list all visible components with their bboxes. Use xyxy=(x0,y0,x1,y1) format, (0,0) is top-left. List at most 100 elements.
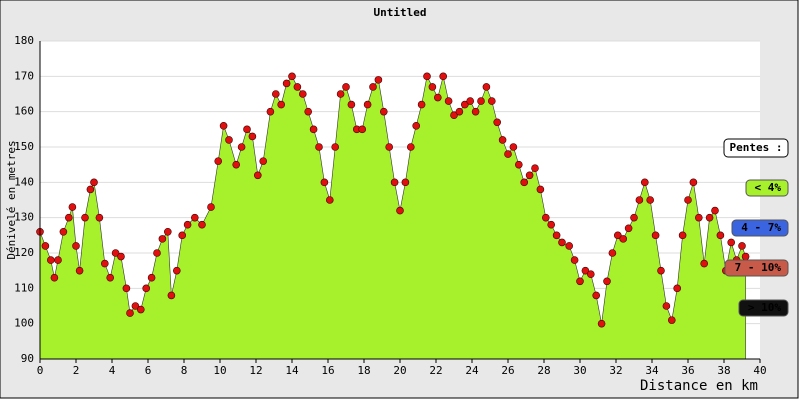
elevation-point xyxy=(363,100,372,109)
elevation-point xyxy=(531,164,539,172)
elevation-point xyxy=(657,266,665,275)
x-tick-label: 20 xyxy=(393,364,406,377)
elevation-point xyxy=(689,178,698,187)
y-tick-label: 90 xyxy=(21,352,34,365)
elevation-point xyxy=(81,213,89,222)
elevation-point xyxy=(423,72,431,81)
elevation-point xyxy=(347,100,356,109)
x-tick-label: 38 xyxy=(717,364,730,377)
x-tick-label: 18 xyxy=(357,364,370,377)
elevation-point xyxy=(191,213,199,222)
elevation-point xyxy=(293,83,302,91)
elevation-point xyxy=(219,122,228,130)
legend-title: Pentes : xyxy=(730,141,783,154)
y-tick-label: 180 xyxy=(14,34,34,47)
elevation-point xyxy=(597,319,606,328)
x-tick-label: 28 xyxy=(537,364,550,377)
elevation-point xyxy=(565,242,574,250)
elevation-point xyxy=(41,242,50,250)
y-tick-label: 130 xyxy=(14,211,34,224)
elevation-point xyxy=(667,316,676,324)
elevation-point xyxy=(137,305,145,314)
y-tick-label: 120 xyxy=(14,246,34,259)
x-tick-label: 24 xyxy=(465,364,479,377)
elevation-point xyxy=(237,143,246,151)
elevation-point xyxy=(158,235,167,243)
legend-title-box xyxy=(723,138,789,158)
elevation-point xyxy=(592,291,601,300)
elevation-point xyxy=(482,83,491,91)
elevation-point xyxy=(248,132,257,141)
y-tick-label: 110 xyxy=(14,281,34,294)
elevation-point xyxy=(460,100,469,109)
elevation-point xyxy=(646,196,655,204)
elevation-point xyxy=(547,220,556,229)
elevation-point xyxy=(455,107,464,116)
elevation-point xyxy=(315,143,323,151)
elevation-point xyxy=(101,259,109,268)
elevation-point xyxy=(243,125,251,134)
elevation-point xyxy=(570,256,579,264)
elevation-point xyxy=(514,160,523,169)
elevation-point xyxy=(54,256,62,264)
elevation-point xyxy=(581,266,590,275)
x-tick-label: 26 xyxy=(501,364,514,377)
elevation-point xyxy=(95,213,104,222)
elevation-point xyxy=(126,309,134,317)
elevation-point xyxy=(117,252,125,261)
elevation-point xyxy=(619,235,628,243)
elevation-point xyxy=(374,76,383,84)
elevation-point xyxy=(259,157,268,165)
elevation-point xyxy=(662,302,671,310)
elevation-point xyxy=(385,143,394,151)
elevation-point xyxy=(214,157,222,165)
elevation-point xyxy=(304,107,313,116)
x-tick-label: 14 xyxy=(285,364,299,377)
elevation-point xyxy=(50,273,59,282)
elevation-point xyxy=(738,242,746,250)
elevation-point xyxy=(142,284,150,293)
elevation-point xyxy=(390,178,399,187)
elevation-point xyxy=(320,178,329,187)
legend-swatch xyxy=(731,219,789,237)
elevation-point xyxy=(106,273,114,282)
legend-label: > 10% xyxy=(748,301,781,314)
x-tick-label: 32 xyxy=(609,364,622,377)
elevation-point xyxy=(541,213,550,222)
elevation-point xyxy=(586,270,595,279)
legend-swatch xyxy=(738,299,789,317)
elevation-point xyxy=(72,242,80,250)
elevation-point xyxy=(552,231,561,240)
chart-title: Untitled xyxy=(374,6,427,19)
elevation-point xyxy=(509,143,518,151)
elevation-point xyxy=(75,266,84,275)
x-tick-label: 34 xyxy=(645,364,659,377)
elevation-point xyxy=(624,224,633,233)
legend-swatch xyxy=(745,179,789,197)
elevation-point xyxy=(266,107,275,116)
x-tick-label: 10 xyxy=(213,364,226,377)
x-tick-label: 2 xyxy=(73,364,80,377)
elevation-point xyxy=(331,143,340,151)
elevation-point xyxy=(198,220,206,229)
elevation-point xyxy=(741,252,750,261)
elevation-point xyxy=(282,79,291,88)
elevation-point xyxy=(613,231,622,240)
x-tick-label: 22 xyxy=(429,364,442,377)
elevation-point xyxy=(716,231,725,240)
elevation-point xyxy=(173,266,181,275)
elevation-point xyxy=(603,277,611,286)
elevation-point xyxy=(401,178,410,187)
elevation-point xyxy=(477,97,485,105)
elevation-point xyxy=(433,93,442,102)
elevation-point xyxy=(520,178,529,187)
x-tick-label: 36 xyxy=(681,364,694,377)
elevation-point xyxy=(325,196,334,204)
elevation-point xyxy=(207,203,215,211)
x-tick-label: 16 xyxy=(321,364,334,377)
elevation-point xyxy=(131,302,140,310)
elevation-point xyxy=(705,213,714,222)
elevation-point xyxy=(298,90,307,98)
legend-label: 4 - 7% xyxy=(741,221,781,234)
